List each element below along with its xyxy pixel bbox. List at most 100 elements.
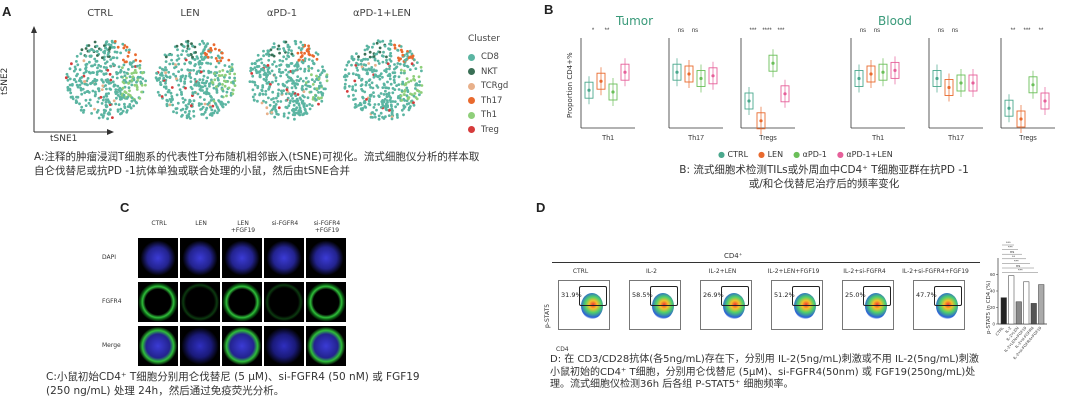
tsne-point [372, 95, 376, 98]
tsne-point [271, 63, 274, 66]
tsne-point [301, 94, 305, 98]
tsne-point [382, 50, 385, 54]
tsne-point [286, 116, 290, 120]
tsne-point [203, 102, 207, 106]
tsne-point [139, 75, 142, 79]
tsne-point [82, 71, 86, 75]
tsne-point [390, 104, 393, 108]
tsne-point [301, 79, 305, 83]
boxplot-legend-label: αPD-1+LEN [846, 150, 893, 159]
tsne-point [372, 106, 376, 109]
tsne-point [177, 57, 181, 60]
tsne-point [311, 59, 314, 63]
tsne-point [91, 71, 94, 74]
tsne-point [83, 91, 87, 95]
tsne-point [369, 115, 373, 119]
tsne-point [293, 64, 297, 68]
tsne-point [174, 63, 177, 66]
tsne-point [347, 94, 351, 98]
tsne-point [160, 95, 164, 98]
tsne-point [106, 98, 110, 102]
tsne-point [367, 67, 371, 71]
tsne-point [287, 111, 291, 115]
tsne-point [284, 92, 288, 96]
tsne-point [201, 78, 205, 82]
tsne-point [373, 73, 377, 77]
tsne-point [344, 73, 347, 77]
tsne-point [186, 42, 190, 45]
box-median-point [959, 81, 963, 85]
flow-header-line [552, 262, 980, 263]
tsne-point [295, 82, 299, 86]
tsne-point [233, 72, 237, 76]
tsne-point [84, 104, 88, 107]
tsne-point [265, 112, 269, 116]
tsne-point [270, 53, 274, 57]
tsne-point [162, 85, 166, 89]
cluster-legend-item: Th1 [468, 108, 508, 123]
tsne-point [177, 70, 181, 73]
tsne-point [104, 72, 108, 76]
tsne-point [383, 69, 386, 72]
cluster-legend-item: Th17 [468, 94, 508, 109]
tsne-point [282, 114, 286, 118]
tsne-point [362, 57, 365, 61]
tsne-point [194, 51, 198, 54]
tsne-point [295, 79, 299, 82]
tsne-point [87, 91, 91, 94]
tsne-point [285, 88, 289, 92]
tsne-point [198, 42, 202, 46]
tsne-point [378, 46, 382, 50]
tsne-point [200, 55, 203, 59]
tsne-point [372, 42, 376, 46]
pstat5-bar [1023, 281, 1030, 325]
tsne-point [282, 112, 286, 116]
bar-tick-label: 20 [990, 305, 996, 310]
sig-label: ns [1010, 249, 1014, 254]
tsne-point [208, 113, 212, 117]
tsne-point [296, 99, 300, 103]
tsne-point [185, 114, 189, 118]
tsne-point [256, 99, 259, 103]
tsne-point [96, 66, 99, 70]
tsne-point [278, 64, 281, 67]
tsne-point [104, 46, 107, 50]
tsne-point [85, 69, 88, 73]
tsne-point [372, 55, 376, 58]
tsne-point [121, 109, 125, 113]
tsne-point [127, 81, 131, 85]
tsne-point [401, 82, 405, 86]
tsne-point [373, 58, 377, 62]
tsne-point [102, 80, 105, 84]
boxplot-x-label: Th1 [602, 135, 614, 142]
tsne-point [250, 72, 254, 75]
tsne-point [183, 110, 187, 114]
tsne-point [205, 106, 209, 110]
tsne-point [189, 69, 193, 72]
sig-label: ns [874, 28, 880, 34]
tsne-point [214, 57, 218, 60]
tsne-point [202, 69, 206, 73]
tsne-point [130, 99, 134, 103]
tsne-point [264, 101, 268, 104]
tsne-point [74, 67, 77, 71]
tsne-point [321, 92, 325, 95]
boxplot-legend-label: CTRL [727, 150, 749, 159]
cluster-legend-label: NKT [481, 66, 498, 77]
flow-plot: 25.0% [842, 280, 894, 330]
tsne-point [390, 117, 394, 121]
boxplot-4: ns ns Th17 [928, 28, 983, 142]
tsne-plot-3 [342, 39, 424, 121]
tsne-point [217, 48, 221, 52]
tsne-point [420, 69, 423, 73]
tsne-point [296, 51, 300, 55]
tsne-point [205, 61, 209, 65]
bar-tick-label: 0 [992, 322, 995, 327]
tsne-point [266, 51, 270, 55]
tsne-point [396, 116, 399, 119]
tsne-point [181, 107, 185, 111]
tsne-point [402, 107, 406, 110]
tsne-point [159, 81, 162, 84]
tsne-point [302, 105, 306, 109]
